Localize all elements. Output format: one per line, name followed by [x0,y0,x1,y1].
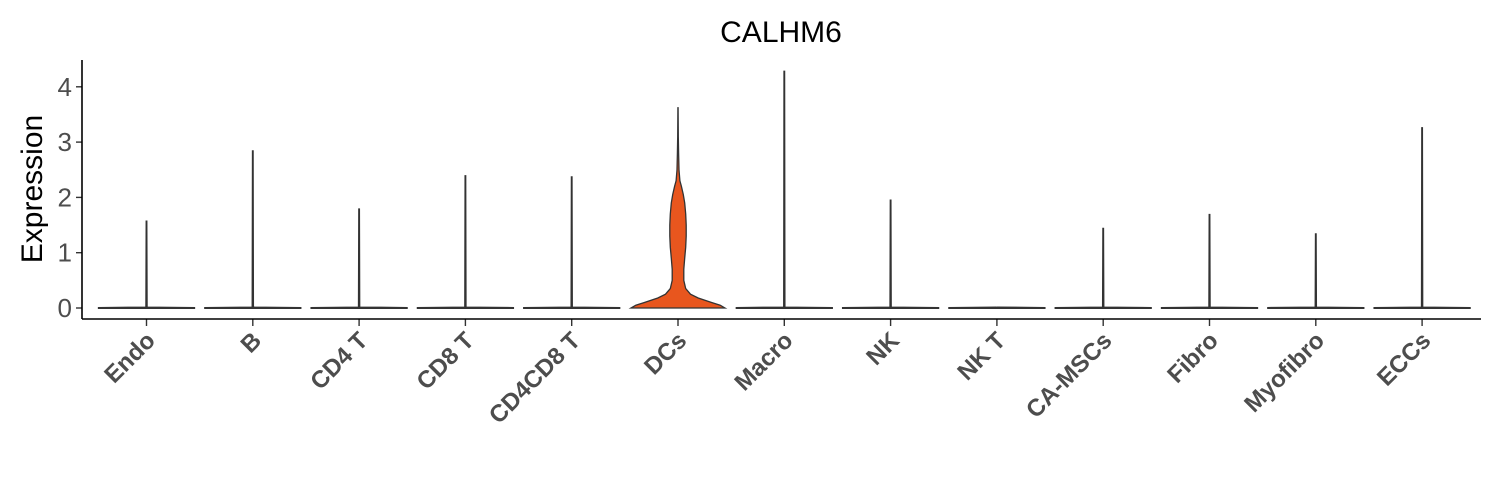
y-axis-ticks: 0 1 2 3 4 [58,72,82,323]
x-tick-label: CD4CD8 T [484,327,586,429]
y-tick-label: 0 [58,293,72,323]
x-tick-label: Myofibro [1239,327,1330,418]
x-axis-ticks: Endo B CD4 T CD8 T CD4CD8 T DCs Macro NK NK T CA-… [99,319,1436,429]
x-tick-label: Macro [729,327,798,396]
x-tick-label: CD4 T [305,327,373,395]
x-tick-label: Endo [99,327,161,389]
violin-endo [97,220,196,310]
x-tick-label: NK [861,327,905,371]
violin-cd8-t [416,175,515,310]
x-tick-label: B [236,327,267,358]
violin-dcs [628,107,728,309]
y-tick-label: 2 [58,182,72,212]
violin-myofibro [1267,233,1365,310]
violin-cd4-t [310,208,408,310]
y-tick-label: 1 [58,238,72,268]
violin-ca-mscs [1054,227,1152,310]
x-tick-label: ECCs [1372,327,1436,391]
violin-cd4cd8-t [523,176,621,310]
violins [97,70,1471,310]
x-tick-label: CD8 T [412,327,480,395]
x-tick-label: Fibro [1162,327,1224,389]
chart-title: CALHM6 [720,16,842,49]
y-tick-label: 4 [58,72,72,102]
x-tick-label: DCs [639,327,692,380]
x-tick-label: NK T [952,327,1011,386]
violin-nk [841,199,940,310]
x-tick-label: CA-MSCs [1021,327,1117,423]
violin-macro [735,70,833,310]
violin-eccs [1373,127,1471,310]
violin-fibro [1160,213,1259,310]
violin-b [204,150,302,310]
y-axis-label: Expression [16,115,49,263]
violin-nk-t [948,306,1046,310]
y-tick-label: 3 [58,127,72,157]
